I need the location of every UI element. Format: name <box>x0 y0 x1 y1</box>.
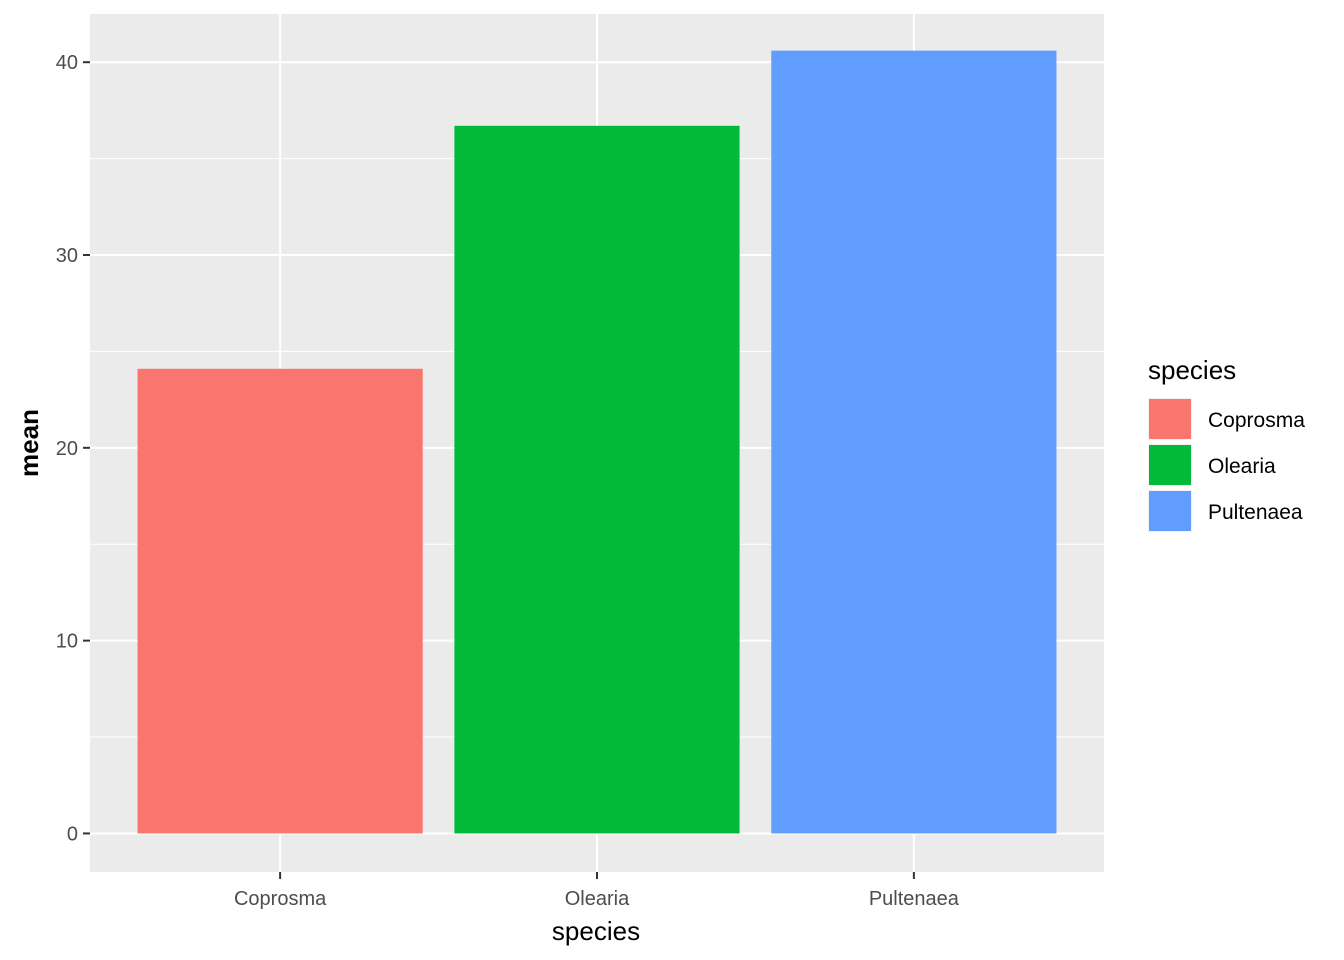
y-tick-label: 0 <box>67 823 78 845</box>
bars <box>137 50 1057 834</box>
legend-label-pultenaea: Pultenaea <box>1208 501 1303 524</box>
legend-title: species <box>1148 355 1236 385</box>
x-tick-label: Pultenaea <box>869 888 960 910</box>
bar-pultenaea <box>771 50 1057 834</box>
x-tick-label: Coprosma <box>234 888 327 910</box>
y-tick-label: 40 <box>56 52 78 74</box>
legend-label-olearia: Olearia <box>1208 455 1276 478</box>
y-axis-title: mean <box>14 409 44 477</box>
legend-label-coprosma: Coprosma <box>1208 409 1305 432</box>
bar-coprosma <box>137 368 423 834</box>
legend: species Coprosma Olearia Pultenaea <box>1148 355 1305 532</box>
y-tick-label: 20 <box>56 438 78 460</box>
x-axis-title: species <box>552 916 640 946</box>
y-tick-label: 30 <box>56 245 78 267</box>
bar-olearia <box>454 125 740 834</box>
legend-swatch-pultenaea <box>1149 491 1191 531</box>
x-axis: Coprosma Olearia Pultenaea <box>234 872 960 910</box>
x-tick-label: Olearia <box>565 888 630 910</box>
legend-swatch-olearia <box>1149 445 1191 485</box>
y-tick-label: 10 <box>56 631 78 653</box>
y-axis: 0 10 20 30 40 <box>56 52 90 845</box>
legend-swatch-coprosma <box>1149 399 1191 439</box>
